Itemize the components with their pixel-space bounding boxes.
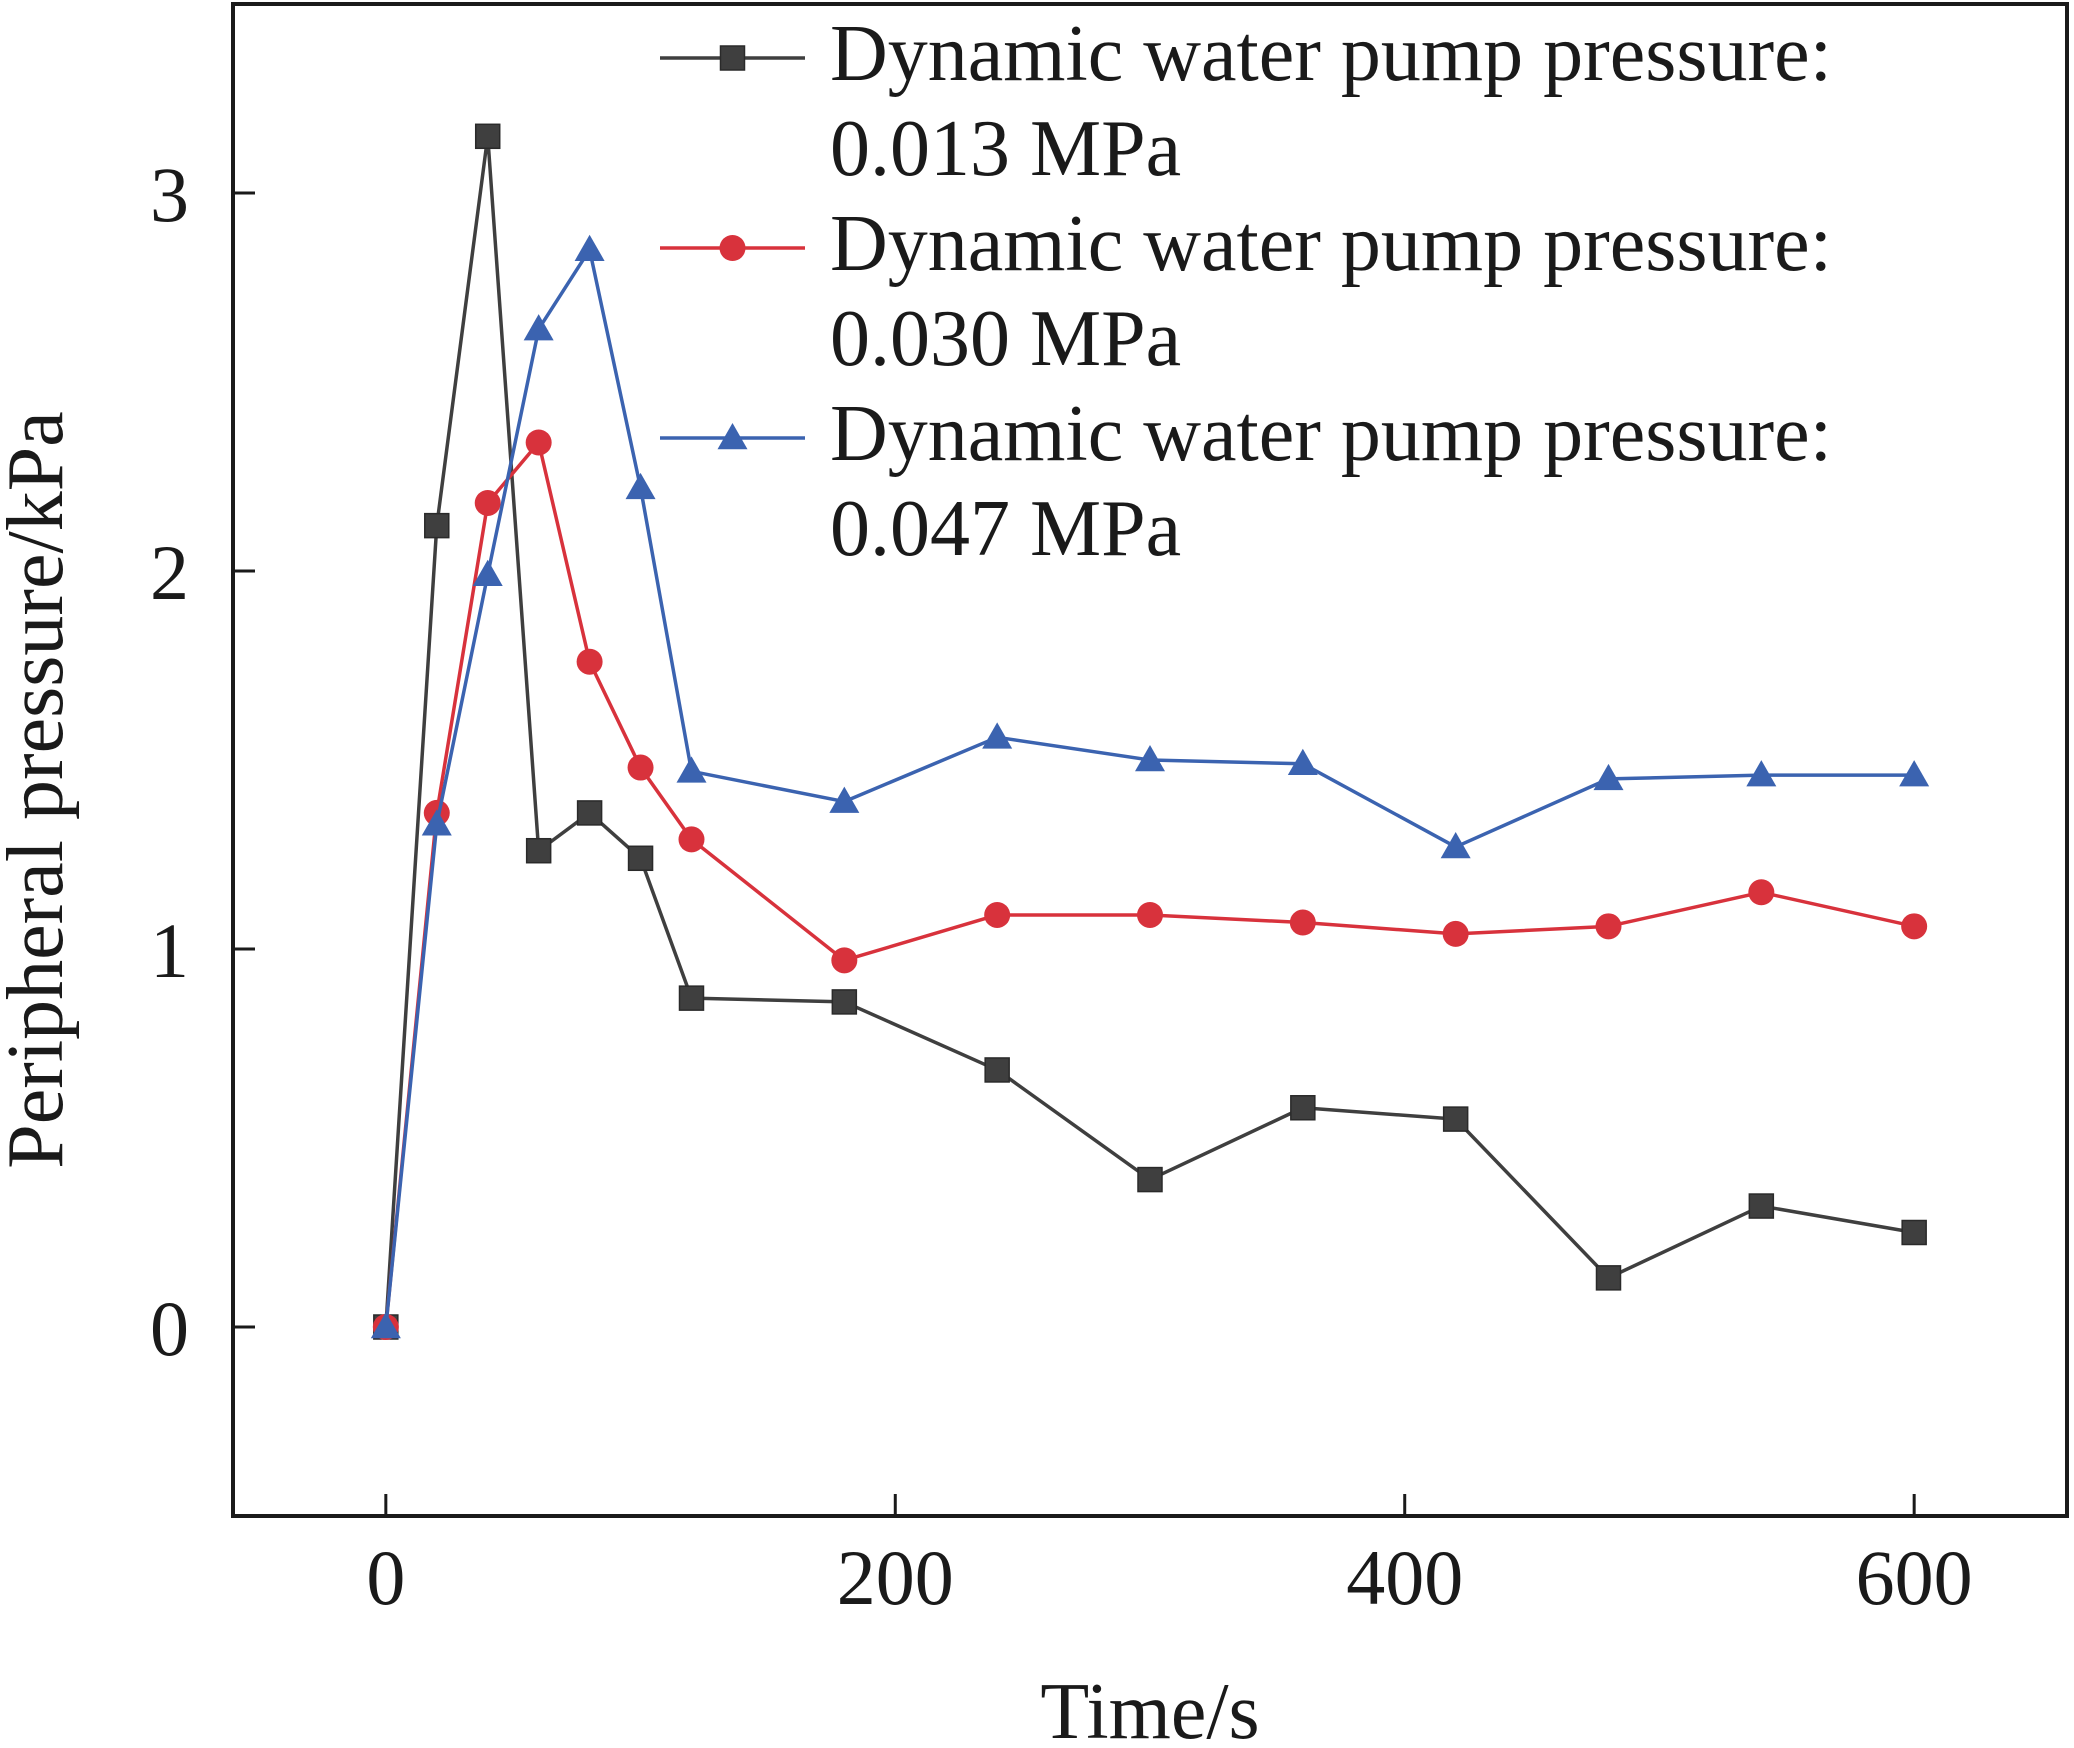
data-point bbox=[1901, 1219, 1927, 1246]
y-axis-label: Peripheral pressure/kPa bbox=[0, 411, 80, 1169]
legend-label: 0.013 MPa bbox=[830, 105, 1181, 193]
data-point bbox=[1135, 745, 1165, 772]
x-tick-label: 400 bbox=[1346, 1534, 1463, 1621]
legend-label: Dynamic water pump pressure: bbox=[830, 390, 1832, 478]
data-point bbox=[525, 837, 552, 864]
data-point bbox=[370, 1312, 401, 1339]
data-point bbox=[1442, 920, 1469, 947]
data-point bbox=[1748, 879, 1775, 906]
x-tick-label: 0 bbox=[366, 1534, 405, 1621]
data-point bbox=[1137, 901, 1163, 928]
series-circle bbox=[372, 429, 1928, 1340]
data-point bbox=[474, 489, 501, 516]
data-point bbox=[1289, 909, 1316, 936]
data-point bbox=[523, 314, 554, 341]
data-point bbox=[982, 722, 1013, 749]
data-point bbox=[627, 754, 654, 781]
series-layer bbox=[370, 123, 1930, 1340]
legend-marker bbox=[719, 235, 746, 261]
data-point bbox=[678, 985, 705, 1011]
y-tick-label: 3 bbox=[150, 151, 189, 238]
data-point bbox=[678, 826, 705, 853]
data-point bbox=[576, 648, 603, 675]
plot-frame bbox=[231, 2, 2069, 1518]
data-point bbox=[1595, 1265, 1622, 1291]
y-tick-label: 0 bbox=[150, 1285, 189, 1372]
data-point bbox=[421, 809, 452, 836]
x-tick-label: 200 bbox=[837, 1534, 954, 1621]
data-point bbox=[1442, 1106, 1469, 1132]
x-axis-label: Time/s bbox=[1040, 1668, 1259, 1748]
legend-marker bbox=[717, 423, 748, 450]
y-tick-label: 2 bbox=[150, 529, 189, 616]
legend-item: Dynamic water pump pressure:0.030 MPa bbox=[660, 200, 1832, 383]
legend-label: 0.030 MPa bbox=[830, 295, 1181, 383]
data-point bbox=[525, 429, 552, 456]
data-point bbox=[676, 756, 707, 783]
data-point bbox=[831, 989, 858, 1015]
data-point bbox=[984, 901, 1011, 928]
data-point bbox=[627, 845, 654, 872]
data-point bbox=[1290, 1095, 1316, 1121]
data-point bbox=[1746, 760, 1777, 787]
data-point bbox=[1899, 760, 1930, 787]
data-point bbox=[625, 472, 656, 500]
legend-item: Dynamic water pump pressure:0.013 MPa bbox=[660, 10, 1832, 193]
data-point bbox=[831, 947, 858, 974]
legend-label: Dynamic water pump pressure: bbox=[830, 200, 1832, 288]
data-point bbox=[829, 786, 860, 813]
y-tick-label: 1 bbox=[150, 907, 189, 994]
data-point bbox=[474, 123, 501, 150]
data-point bbox=[1287, 748, 1318, 776]
data-point bbox=[576, 800, 603, 826]
data-point bbox=[1593, 763, 1624, 791]
data-point bbox=[1748, 1193, 1775, 1219]
legend: Dynamic water pump pressure:0.013 MPaDyn… bbox=[660, 10, 1832, 573]
x-axis-ticks: 0 200 400 600 bbox=[366, 1494, 1973, 1621]
data-point bbox=[1595, 913, 1622, 940]
data-point bbox=[1440, 831, 1471, 859]
data-point bbox=[1901, 913, 1928, 940]
data-point bbox=[574, 234, 605, 261]
data-point bbox=[1137, 1166, 1163, 1193]
legend-label: 0.047 MPa bbox=[830, 485, 1181, 573]
series-line bbox=[384, 440, 1915, 1328]
x-tick-label: 600 bbox=[1856, 1534, 1973, 1621]
data-point bbox=[424, 512, 450, 539]
legend-item: Dynamic water pump pressure:0.047 MPa bbox=[660, 390, 1832, 573]
legend-marker bbox=[719, 45, 746, 71]
series-triangle bbox=[370, 234, 1930, 1339]
legend-label: Dynamic water pump pressure: bbox=[830, 10, 1832, 98]
data-point bbox=[472, 559, 503, 587]
data-point bbox=[984, 1057, 1010, 1083]
y-axis-ticks: 0 1 2 3 bbox=[150, 151, 255, 1372]
